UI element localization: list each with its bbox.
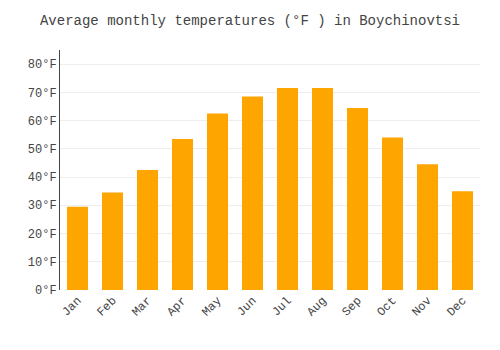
svg-text:Average monthly temperatures (: Average monthly temperatures (°F ) in Bo… xyxy=(40,13,460,29)
svg-text:Feb: Feb xyxy=(94,294,119,319)
svg-text:0°F: 0°F xyxy=(35,284,57,298)
svg-text:Apr: Apr xyxy=(164,294,189,319)
svg-text:Mar: Mar xyxy=(129,294,154,319)
svg-text:10°F: 10°F xyxy=(28,256,57,270)
svg-text:Aug: Aug xyxy=(304,294,329,319)
svg-text:50°F: 50°F xyxy=(28,143,57,157)
svg-text:May: May xyxy=(199,294,224,319)
svg-text:40°F: 40°F xyxy=(28,171,57,185)
svg-text:Jun: Jun xyxy=(234,294,259,319)
svg-text:Jul: Jul xyxy=(269,294,294,319)
svg-text:Sep: Sep xyxy=(339,294,364,319)
svg-text:60°F: 60°F xyxy=(28,115,57,129)
svg-text:30°F: 30°F xyxy=(28,199,57,213)
svg-text:Jan: Jan xyxy=(59,294,84,319)
svg-text:Oct: Oct xyxy=(374,294,399,319)
svg-text:20°F: 20°F xyxy=(28,228,57,242)
svg-text:Nov: Nov xyxy=(409,294,434,319)
svg-text:70°F: 70°F xyxy=(28,87,57,101)
svg-text:80°F: 80°F xyxy=(28,58,57,72)
svg-text:Dec: Dec xyxy=(444,294,469,319)
